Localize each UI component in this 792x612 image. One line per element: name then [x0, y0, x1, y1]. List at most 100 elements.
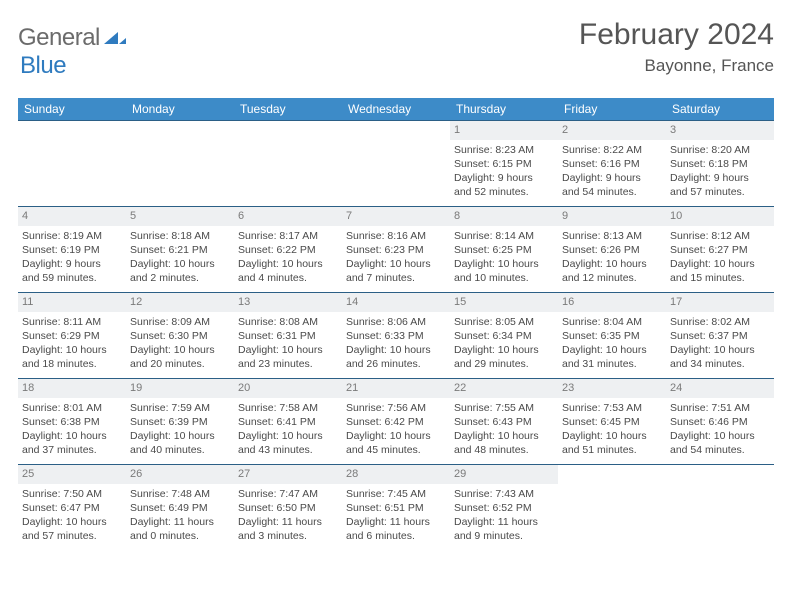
cell-sunset: Sunset: 6:19 PM [22, 243, 122, 257]
calendar-cell: 7Sunrise: 8:16 AMSunset: 6:23 PMDaylight… [342, 207, 450, 293]
cell-daylight2: and 43 minutes. [238, 443, 338, 457]
cell-sunrise: Sunrise: 7:53 AM [562, 401, 662, 415]
day-number: 10 [666, 207, 774, 226]
brand-logo: General [18, 18, 126, 52]
title-location: Bayonne, France [579, 56, 774, 76]
calendar-cell: 25Sunrise: 7:50 AMSunset: 6:47 PMDayligh… [18, 465, 126, 551]
cell-daylight1: Daylight: 10 hours [130, 429, 230, 443]
cell-sunset: Sunset: 6:46 PM [670, 415, 770, 429]
title-block: February 2024 Bayonne, France [579, 18, 774, 76]
cell-sunrise: Sunrise: 8:09 AM [130, 315, 230, 329]
day-number: 18 [18, 379, 126, 398]
calendar-row: 18Sunrise: 8:01 AMSunset: 6:38 PMDayligh… [18, 379, 774, 465]
logo-mark-icon [104, 26, 126, 51]
cell-sunrise: Sunrise: 8:18 AM [130, 229, 230, 243]
day-number: 22 [450, 379, 558, 398]
day-number: 8 [450, 207, 558, 226]
cell-daylight1: Daylight: 9 hours [22, 257, 122, 271]
day-number: 28 [342, 465, 450, 484]
cell-daylight2: and 34 minutes. [670, 357, 770, 371]
calendar-cell-empty: . [558, 465, 666, 551]
day-number: 29 [450, 465, 558, 484]
cell-daylight1: Daylight: 11 hours [346, 515, 446, 529]
cell-sunset: Sunset: 6:25 PM [454, 243, 554, 257]
calendar-cell: 28Sunrise: 7:45 AMSunset: 6:51 PMDayligh… [342, 465, 450, 551]
cell-daylight2: and 10 minutes. [454, 271, 554, 285]
cell-daylight2: and 57 minutes. [22, 529, 122, 543]
cell-daylight1: Daylight: 9 hours [670, 171, 770, 185]
cell-daylight2: and 23 minutes. [238, 357, 338, 371]
cell-sunrise: Sunrise: 8:22 AM [562, 143, 662, 157]
cell-daylight2: and 45 minutes. [346, 443, 446, 457]
cell-daylight2: and 6 minutes. [346, 529, 446, 543]
cell-daylight1: Daylight: 11 hours [238, 515, 338, 529]
day-number: 23 [558, 379, 666, 398]
weekday-header: Tuesday [234, 98, 342, 121]
weekday-header: Wednesday [342, 98, 450, 121]
cell-sunrise: Sunrise: 8:11 AM [22, 315, 122, 329]
day-number: 19 [126, 379, 234, 398]
calendar-cell: 27Sunrise: 7:47 AMSunset: 6:50 PMDayligh… [234, 465, 342, 551]
cell-daylight1: Daylight: 11 hours [454, 515, 554, 529]
cell-sunrise: Sunrise: 7:58 AM [238, 401, 338, 415]
calendar-cell: 11Sunrise: 8:11 AMSunset: 6:29 PMDayligh… [18, 293, 126, 379]
calendar-row: 4Sunrise: 8:19 AMSunset: 6:19 PMDaylight… [18, 207, 774, 293]
cell-daylight1: Daylight: 9 hours [562, 171, 662, 185]
cell-sunset: Sunset: 6:43 PM [454, 415, 554, 429]
cell-sunset: Sunset: 6:16 PM [562, 157, 662, 171]
cell-sunset: Sunset: 6:34 PM [454, 329, 554, 343]
day-number: 2 [558, 121, 666, 140]
cell-sunrise: Sunrise: 8:13 AM [562, 229, 662, 243]
cell-sunrise: Sunrise: 8:12 AM [670, 229, 770, 243]
cell-sunrise: Sunrise: 8:05 AM [454, 315, 554, 329]
cell-sunrise: Sunrise: 7:45 AM [346, 487, 446, 501]
cell-daylight2: and 29 minutes. [454, 357, 554, 371]
cell-daylight1: Daylight: 10 hours [562, 429, 662, 443]
cell-daylight2: and 59 minutes. [22, 271, 122, 285]
cell-sunset: Sunset: 6:21 PM [130, 243, 230, 257]
calendar-cell-empty: . [342, 121, 450, 207]
calendar-cell: 17Sunrise: 8:02 AMSunset: 6:37 PMDayligh… [666, 293, 774, 379]
calendar-cell: 6Sunrise: 8:17 AMSunset: 6:22 PMDaylight… [234, 207, 342, 293]
cell-sunrise: Sunrise: 8:20 AM [670, 143, 770, 157]
cell-sunset: Sunset: 6:15 PM [454, 157, 554, 171]
cell-daylight1: Daylight: 10 hours [130, 343, 230, 357]
calendar-cell: 2 Sunrise: 8:22 AMSunset: 6:16 PMDaylight… [558, 121, 666, 207]
cell-daylight2: and 9 minutes. [454, 529, 554, 543]
cell-sunset: Sunset: 6:31 PM [238, 329, 338, 343]
weekday-header: Sunday [18, 98, 126, 121]
day-number: 21 [342, 379, 450, 398]
cell-daylight2: and 0 minutes. [130, 529, 230, 543]
logo-text-blue: Blue [20, 52, 66, 79]
cell-daylight2: and 40 minutes. [130, 443, 230, 457]
cell-daylight1: Daylight: 10 hours [670, 429, 770, 443]
cell-daylight1: Daylight: 10 hours [670, 257, 770, 271]
calendar-cell: 9Sunrise: 8:13 AMSunset: 6:26 PMDaylight… [558, 207, 666, 293]
day-number: 25 [18, 465, 126, 484]
cell-sunset: Sunset: 6:39 PM [130, 415, 230, 429]
calendar-cell: 21Sunrise: 7:56 AMSunset: 6:42 PMDayligh… [342, 379, 450, 465]
calendar-cell-empty: . [234, 121, 342, 207]
logo-text-general: General [18, 24, 100, 52]
day-number: 1 [450, 121, 558, 140]
day-number: 26 [126, 465, 234, 484]
cell-sunrise: Sunrise: 8:17 AM [238, 229, 338, 243]
calendar-cell-empty: . [18, 121, 126, 207]
calendar-cell: 14Sunrise: 8:06 AMSunset: 6:33 PMDayligh… [342, 293, 450, 379]
calendar-cell-empty: . [126, 121, 234, 207]
cell-daylight2: and 37 minutes. [22, 443, 122, 457]
cell-sunrise: Sunrise: 8:06 AM [346, 315, 446, 329]
day-number: 24 [666, 379, 774, 398]
cell-daylight2: and 18 minutes. [22, 357, 122, 371]
calendar-cell: 26Sunrise: 7:48 AMSunset: 6:49 PMDayligh… [126, 465, 234, 551]
cell-daylight1: Daylight: 10 hours [454, 429, 554, 443]
cell-daylight1: Daylight: 10 hours [22, 429, 122, 443]
calendar-cell: 19Sunrise: 7:59 AMSunset: 6:39 PMDayligh… [126, 379, 234, 465]
calendar-row: ....1Sunrise: 8:23 AMSunset: 6:15 PMDayl… [18, 121, 774, 207]
cell-daylight1: Daylight: 10 hours [346, 257, 446, 271]
calendar-cell: 22 Sunrise: 7:55 AMSunset: 6:43 PMDayligh… [450, 379, 558, 465]
cell-daylight2: and 3 minutes. [238, 529, 338, 543]
cell-daylight2: and 20 minutes. [130, 357, 230, 371]
cell-sunrise: Sunrise: 7:55 AM [454, 401, 554, 415]
cell-sunrise: Sunrise: 8:01 AM [22, 401, 122, 415]
